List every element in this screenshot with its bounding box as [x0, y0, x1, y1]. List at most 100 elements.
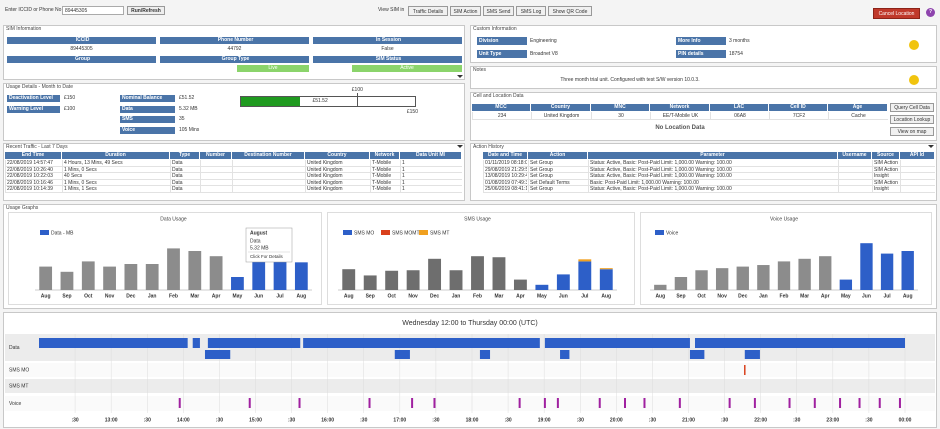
voice-event — [556, 398, 559, 408]
field-value: Live — [237, 65, 309, 72]
table-cell-border — [62, 173, 63, 180]
search-label: Enter ICCID or Phone No — [5, 7, 62, 13]
cell-button[interactable]: View on map — [890, 127, 934, 136]
x-tick-label: 19:00 — [538, 417, 551, 423]
table-cell-border — [528, 186, 529, 193]
table-cell: 1 — [402, 186, 405, 193]
field-value: 35 — [179, 116, 185, 123]
table-cell: SIM Action — [874, 166, 898, 173]
search-input[interactable]: 89445305 — [62, 6, 124, 15]
bar — [757, 265, 770, 290]
x-tick-label: Mar — [800, 293, 809, 299]
bar — [273, 261, 287, 290]
table-cell-border — [650, 112, 651, 120]
table-cell-border — [838, 186, 839, 193]
tooltip-link[interactable]: Click For Details — [250, 254, 284, 259]
table-header: Destination Number — [232, 152, 304, 159]
x-tick-label: May — [537, 293, 547, 299]
field-value: £100 — [64, 106, 76, 112]
table-cell: United Kingdom — [307, 179, 343, 186]
bar — [103, 266, 116, 290]
tooltip-series: Data — [250, 238, 261, 244]
table-cell: Basic: Post-Paid Limit: 1,000.00 Warning… — [590, 179, 699, 186]
table-cell-border — [370, 166, 371, 174]
chart-title: Voice Usage — [770, 216, 798, 222]
panel — [470, 66, 937, 89]
voice-event — [728, 398, 731, 408]
view-tab[interactable]: SMS Send — [483, 6, 514, 16]
table-cell-border — [62, 179, 63, 187]
bar — [695, 270, 708, 290]
voice-event — [788, 398, 791, 408]
bar — [777, 261, 791, 290]
cell-button[interactable]: Location Lookup — [890, 115, 934, 124]
bar — [209, 256, 223, 290]
cell-button[interactable]: Query Cell Data — [890, 103, 934, 112]
voice-event — [678, 398, 681, 408]
sms-event — [744, 365, 746, 375]
x-tick-label: 16:00 — [321, 417, 334, 423]
data-session — [204, 350, 231, 359]
bar — [599, 269, 613, 290]
timeline-row — [5, 379, 935, 393]
field-label: Group Type — [160, 56, 309, 63]
table-cell-border — [370, 186, 371, 193]
panel-title: SIM Information — [6, 26, 42, 32]
table-cell: T-Mobile — [372, 179, 392, 186]
table-cell-border — [588, 166, 589, 174]
view-tab[interactable]: Show QR Code — [548, 6, 592, 16]
legend-swatch — [655, 230, 664, 235]
field-label: SIM Status — [313, 56, 462, 63]
x-tick-label: :30 — [144, 417, 151, 423]
table-cell-border — [838, 166, 839, 174]
x-tick-label: Jan — [148, 293, 157, 299]
table-row — [483, 180, 935, 187]
warning-label: £100 — [351, 87, 363, 93]
cancel-location-button[interactable]: Cancel Location — [873, 8, 920, 19]
x-tick-label: Apr — [821, 293, 830, 299]
table-cell: Insight — [874, 186, 889, 193]
help-button[interactable]: ? — [926, 8, 935, 17]
table-cell: EE/T-Mobile UK — [662, 113, 699, 119]
table-cell-border — [872, 179, 873, 187]
table-cell: 22/08/2019 14:57:47 — [7, 160, 53, 166]
field-label: Nominal Balance — [120, 95, 175, 102]
table-cell: Data — [172, 186, 183, 193]
field-label: Data — [120, 105, 175, 113]
table-cell-border — [232, 173, 233, 180]
field-value: £51.52 — [179, 95, 195, 101]
bar — [839, 279, 853, 290]
legend-swatch — [381, 230, 390, 235]
data-session — [744, 350, 760, 359]
data-session — [192, 338, 200, 348]
view-label: View SIM in — [378, 7, 405, 13]
table-cell: Status: Active, Basic: Post-Paid Limit: … — [590, 173, 732, 180]
table-cell: T-Mobile — [372, 166, 392, 173]
x-tick-label: :30 — [360, 417, 367, 423]
field-value: Broadnet V8 — [530, 51, 558, 57]
run-button[interactable]: Run/Refresh — [127, 6, 165, 15]
table-cell-border — [528, 173, 529, 180]
view-tab[interactable]: SIM Action — [450, 6, 481, 16]
table-cell-border — [872, 186, 873, 193]
table-cell: Set Group — [530, 186, 553, 193]
field-label: More Info — [676, 37, 726, 45]
table-cell-border — [769, 112, 770, 120]
table-cell-border — [370, 179, 371, 187]
legend-swatch — [40, 230, 49, 235]
table-cell-border — [305, 173, 306, 180]
view-tab[interactable]: SMS Log — [516, 6, 546, 16]
table-cell-border — [200, 160, 201, 167]
table-row — [5, 167, 462, 174]
voice-event — [753, 398, 756, 408]
x-tick-label: Dec — [738, 293, 747, 299]
bar — [578, 259, 592, 262]
table-row — [483, 167, 935, 174]
table-cell-border — [305, 186, 306, 193]
table-cell-border — [370, 160, 371, 167]
field-value: 89445305 — [70, 46, 93, 52]
view-tab[interactable]: Traffic Details — [408, 6, 448, 16]
table-cell-border — [200, 166, 201, 174]
table-cell-border — [232, 160, 233, 167]
x-tick-label: Aug — [344, 293, 354, 299]
